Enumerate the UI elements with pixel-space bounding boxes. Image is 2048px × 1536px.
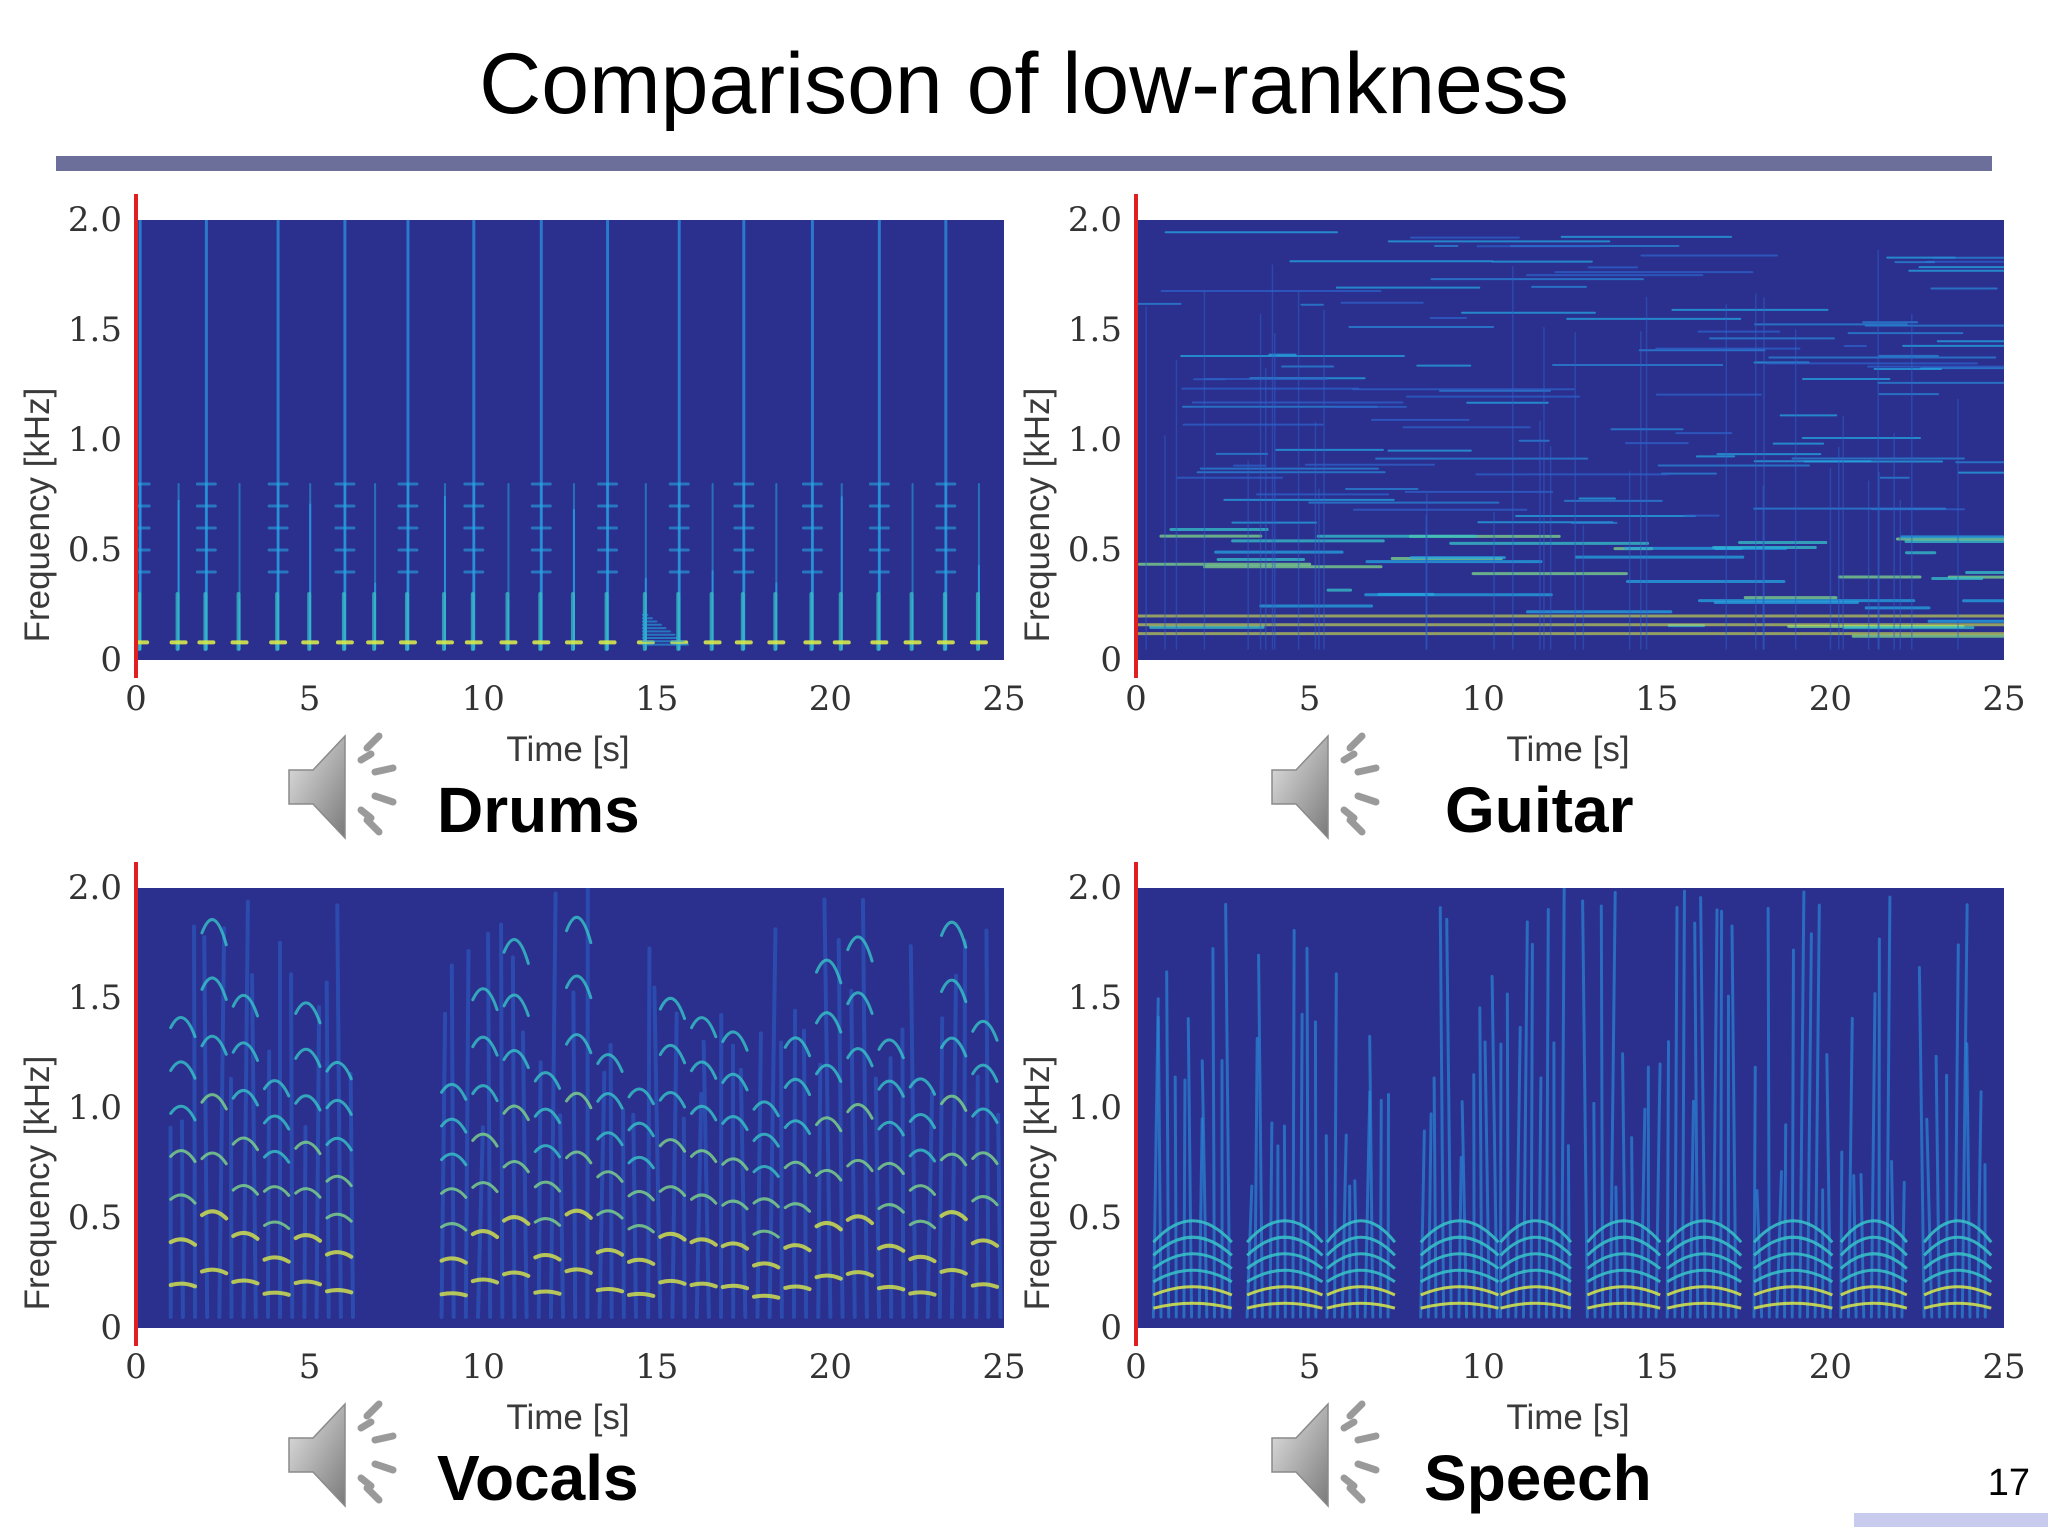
slide-title: Comparison of low-rankness (479, 36, 1569, 132)
y-tick-label: 2.0 (68, 200, 122, 240)
x-tick-label: 0 (1125, 1347, 1147, 1387)
spectrogram-panel-drums: 0 0.5 1.0 1.5 2.0 0 5 10 15 20 25 Frequency [kHz] … (0, 180, 1026, 830)
instrument-label-speech: Speech (1424, 1442, 1652, 1514)
spectrogram-panel-vocals: 0 0.5 1.0 1.5 2.0 0 5 10 15 20 25 Frequency [kHz] … (0, 848, 1026, 1498)
y-tick-label: 1.0 (68, 420, 122, 460)
x-tick-label: 5 (1299, 679, 1321, 719)
x-axis-title: Time [s] (506, 730, 630, 769)
x-tick-label: 0 (125, 1347, 147, 1387)
x-tick-label: 5 (299, 679, 321, 719)
y-tick-label: 0 (100, 640, 122, 680)
x-tick-label: 10 (462, 679, 505, 719)
spectrogram-texture (1151, 888, 1993, 1319)
y-tick-label: 0.5 (1068, 530, 1122, 570)
speaker-icon[interactable] (1266, 722, 1406, 852)
x-tick-label: 5 (299, 1347, 321, 1387)
spectrogram-panel-speech: 0 0.5 1.0 1.5 2.0 0 5 10 15 20 25 Frequency [kHz] … (1000, 848, 2026, 1498)
x-axis-title: Time [s] (506, 1398, 630, 1437)
instrument-label-drums: Drums (437, 774, 640, 846)
y-tick-label: 1.5 (68, 310, 122, 350)
spectrogram-chart: 0 0.5 1.0 1.5 2.0 0 5 10 15 20 25 (1068, 862, 2026, 1387)
y-tick-label: 0.5 (1068, 1198, 1122, 1238)
spectrogram-chart: 0 0.5 1.0 1.5 2.0 0 5 10 15 20 25 (68, 194, 1026, 719)
x-tick-label: 25 (982, 1347, 1025, 1387)
x-tick-label: 20 (1809, 1347, 1852, 1387)
corner-accent-bar (1854, 1513, 2048, 1527)
y-tick-label: 0 (1100, 640, 1122, 680)
y-tick-label: 1.5 (1068, 978, 1122, 1018)
y-tick-label: 2.0 (1068, 200, 1122, 240)
y-tick-label: 1.5 (1068, 310, 1122, 350)
x-tick-label: 10 (1462, 1347, 1505, 1387)
x-tick-label: 10 (462, 1347, 505, 1387)
y-tick-label: 0.5 (68, 1198, 122, 1238)
x-tick-label: 15 (635, 1347, 678, 1387)
spectrogram-texture (1136, 231, 2004, 650)
spectrogram-area (1136, 220, 2004, 660)
x-tick-label: 0 (125, 679, 147, 719)
y-tick-label: 1.0 (1068, 420, 1122, 460)
y-axis-title: Frequency [kHz] (1018, 1055, 1057, 1311)
x-tick-label: 20 (809, 679, 852, 719)
x-tick-label: 15 (1635, 679, 1678, 719)
y-tick-label: 0 (1100, 1308, 1122, 1348)
x-tick-label: 20 (1809, 679, 1852, 719)
page-number: 17 (1987, 1462, 2030, 1504)
y-tick-label: 1.5 (68, 978, 122, 1018)
y-tick-label: 2.0 (1068, 868, 1122, 908)
title-divider (56, 156, 1992, 171)
speaker-icon[interactable] (283, 1390, 423, 1520)
x-tick-label: 10 (1462, 679, 1505, 719)
speaker-icon[interactable] (1266, 1390, 1406, 1520)
y-axis-title: Frequency [kHz] (1018, 387, 1057, 643)
x-tick-label: 0 (1125, 679, 1147, 719)
y-axis-title: Frequency [kHz] (18, 1055, 57, 1311)
x-tick-label: 25 (982, 679, 1025, 719)
y-tick-label: 0 (100, 1308, 122, 1348)
spectrogram-chart: 0 0.5 1.0 1.5 2.0 0 5 10 15 20 25 (68, 862, 1026, 1387)
x-axis-title: Time [s] (1506, 730, 1630, 769)
y-tick-label: 0.5 (68, 530, 122, 570)
spectrogram-panel-guitar: 0 0.5 1.0 1.5 2.0 0 5 10 15 20 25 Frequency [kHz] … (1000, 180, 2026, 830)
x-axis-title: Time [s] (1506, 1398, 1630, 1437)
y-tick-label: 2.0 (68, 868, 122, 908)
y-axis-title: Frequency [kHz] (18, 387, 57, 643)
y-tick-label: 1.0 (1068, 1088, 1122, 1128)
instrument-label-guitar: Guitar (1445, 774, 1634, 846)
instrument-label-vocals: Vocals (437, 1442, 639, 1514)
x-tick-label: 20 (809, 1347, 852, 1387)
x-tick-label: 15 (1635, 1347, 1678, 1387)
x-tick-label: 25 (1982, 1347, 2025, 1387)
spectrogram-chart: 0 0.5 1.0 1.5 2.0 0 5 10 15 20 25 (1068, 194, 2026, 719)
x-tick-label: 25 (1982, 679, 2025, 719)
x-tick-label: 5 (1299, 1347, 1321, 1387)
spectrogram-texture (168, 888, 1003, 1319)
spectrogram-texture (136, 220, 988, 651)
x-tick-label: 15 (635, 679, 678, 719)
speaker-icon[interactable] (283, 722, 423, 852)
spectrogram-area (136, 220, 1004, 660)
y-tick-label: 1.0 (68, 1088, 122, 1128)
